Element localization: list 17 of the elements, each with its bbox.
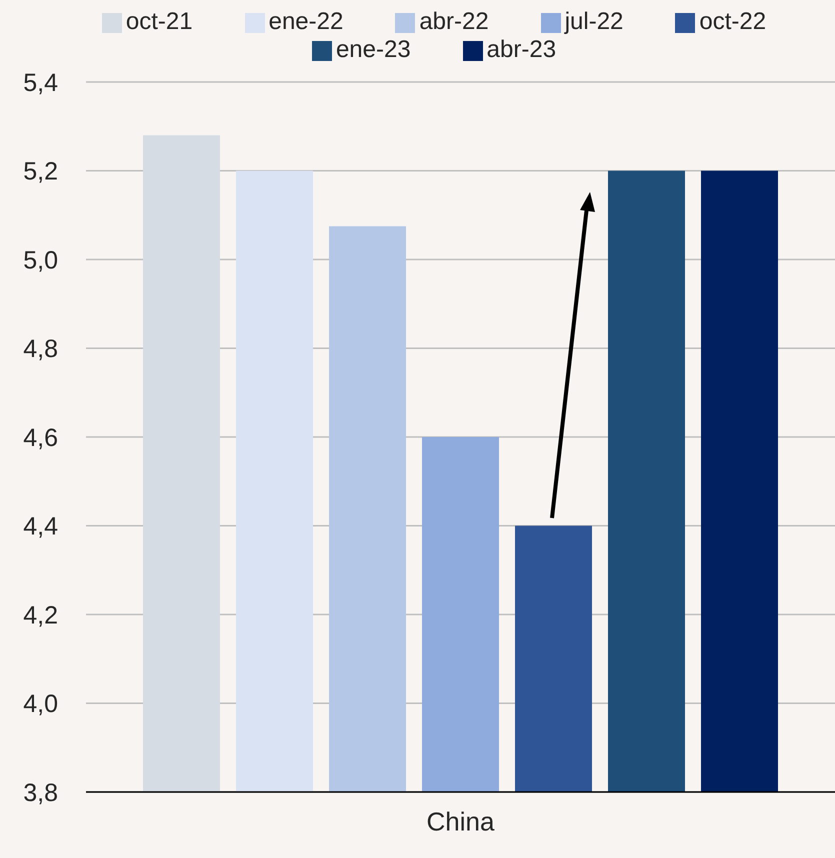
y-tick-label: 4,4 [23,512,58,541]
legend-label: ene-23 [336,36,411,63]
legend-label: jul-22 [564,8,624,35]
y-tick-label: 4,6 [23,424,58,452]
y-tick-label: 4,8 [23,335,58,364]
y-tick-label: 5,2 [23,158,58,186]
y-tick-label: 4,0 [23,690,58,718]
x-tick-label: China [426,806,496,836]
legend-label: oct-21 [126,8,193,35]
legend-label: oct-22 [699,8,766,35]
y-tick-label: 3,8 [23,778,58,807]
legend-label: abr-23 [486,36,556,63]
legend-label: ene-22 [268,8,344,35]
y-tick-label: 4,2 [23,601,58,630]
legend-label: abr-22 [419,8,489,35]
y-tick-label: 5,0 [23,246,58,274]
y-tick-label: 5,4 [23,68,58,97]
